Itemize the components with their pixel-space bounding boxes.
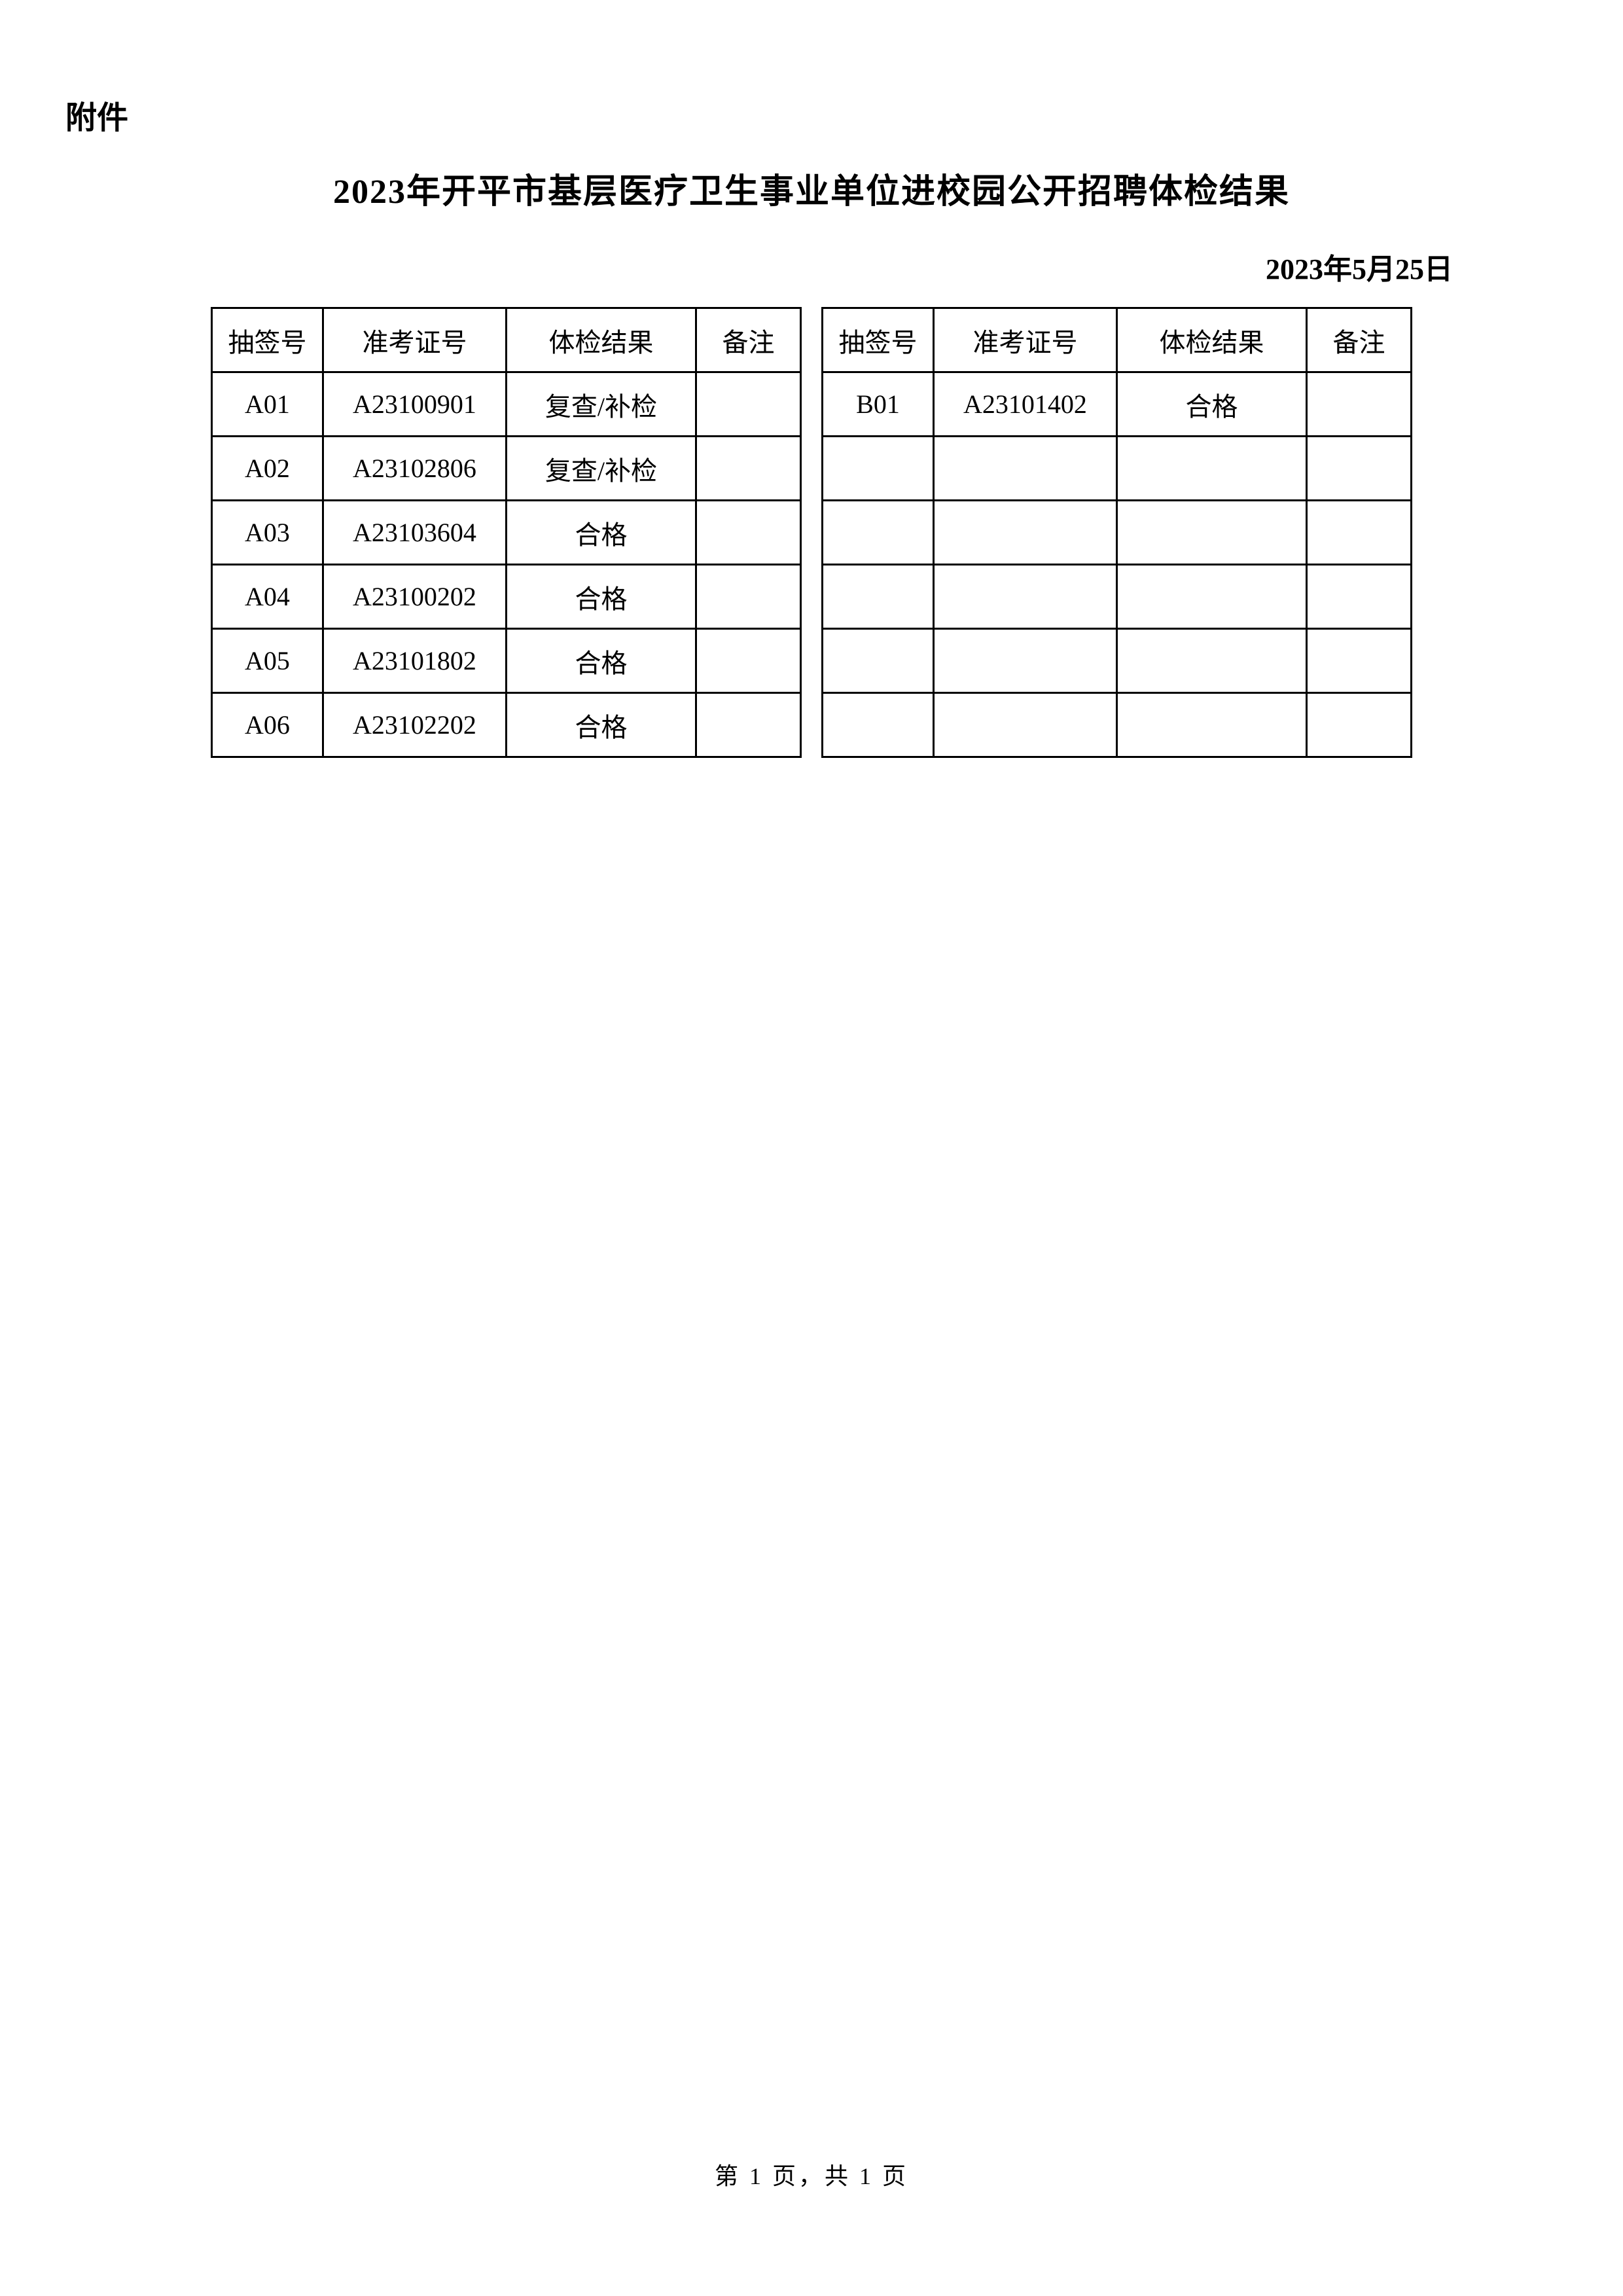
attachment-label: 附件 — [65, 92, 1571, 137]
cell-remark — [696, 629, 801, 693]
header-exam: 准考证号 — [934, 308, 1117, 372]
cell-lot — [823, 437, 934, 501]
cell-remark — [1307, 501, 1412, 565]
table-row — [823, 629, 1412, 693]
cell-exam: A23103604 — [323, 501, 507, 565]
page-footer: 第 1 页，共 1 页 — [0, 2157, 1623, 2191]
cell-remark — [1307, 629, 1412, 693]
header-result: 体检结果 — [507, 308, 696, 372]
cell-result: 合格 — [507, 629, 696, 693]
cell-result: 复查/补检 — [507, 437, 696, 501]
table-row: B01 A23101402 合格 — [823, 372, 1412, 437]
cell-remark — [696, 372, 801, 437]
cell-result — [1117, 437, 1307, 501]
results-table-right: 抽签号 准考证号 体检结果 备注 B01 A23101402 合格 — [821, 307, 1412, 758]
header-exam: 准考证号 — [323, 308, 507, 372]
cell-exam: A23100202 — [323, 565, 507, 629]
cell-remark — [1307, 437, 1412, 501]
cell-lot: A05 — [212, 629, 323, 693]
cell-exam: A23102806 — [323, 437, 507, 501]
cell-result: 复查/补检 — [507, 372, 696, 437]
cell-remark — [696, 437, 801, 501]
cell-lot — [823, 629, 934, 693]
cell-result — [1117, 565, 1307, 629]
cell-exam — [934, 565, 1117, 629]
cell-exam — [934, 693, 1117, 757]
cell-remark — [696, 501, 801, 565]
cell-exam: A23101402 — [934, 372, 1117, 437]
cell-exam: A23102202 — [323, 693, 507, 757]
cell-lot — [823, 565, 934, 629]
cell-remark — [696, 693, 801, 757]
header-remark: 备注 — [1307, 308, 1412, 372]
cell-result: 合格 — [1117, 372, 1307, 437]
cell-exam — [934, 437, 1117, 501]
cell-lot: A03 — [212, 501, 323, 565]
cell-exam: A23100901 — [323, 372, 507, 437]
cell-result — [1117, 693, 1307, 757]
header-result: 体检结果 — [1117, 308, 1307, 372]
cell-remark — [696, 565, 801, 629]
cell-remark — [1307, 372, 1412, 437]
cell-lot: B01 — [823, 372, 934, 437]
table-row — [823, 565, 1412, 629]
table-row: A03 A23103604 合格 — [212, 501, 801, 565]
cell-result — [1117, 501, 1307, 565]
table-row: A01 A23100901 复查/补检 — [212, 372, 801, 437]
header-lot: 抽签号 — [212, 308, 323, 372]
cell-exam: A23101802 — [323, 629, 507, 693]
cell-lot: A01 — [212, 372, 323, 437]
header-remark: 备注 — [696, 308, 801, 372]
cell-result: 合格 — [507, 501, 696, 565]
cell-result: 合格 — [507, 693, 696, 757]
cell-lot: A02 — [212, 437, 323, 501]
cell-remark — [1307, 693, 1412, 757]
table-row — [823, 693, 1412, 757]
table-row — [823, 501, 1412, 565]
table-row: A06 A23102202 合格 — [212, 693, 801, 757]
cell-result — [1117, 629, 1307, 693]
results-table-left: 抽签号 准考证号 体检结果 备注 A01 A23100901 复查/补检 A02… — [211, 307, 802, 758]
cell-lot: A04 — [212, 565, 323, 629]
cell-result: 合格 — [507, 565, 696, 629]
cell-remark — [1307, 565, 1412, 629]
cell-exam — [934, 629, 1117, 693]
header-lot: 抽签号 — [823, 308, 934, 372]
table-row: A02 A23102806 复查/补检 — [212, 437, 801, 501]
document-date: 2023年5月25日 — [52, 245, 1571, 287]
table-header-row: 抽签号 准考证号 体检结果 备注 — [212, 308, 801, 372]
cell-exam — [934, 501, 1117, 565]
table-row — [823, 437, 1412, 501]
table-row: A04 A23100202 合格 — [212, 565, 801, 629]
cell-lot: A06 — [212, 693, 323, 757]
cell-lot — [823, 501, 934, 565]
tables-container: 抽签号 准考证号 体检结果 备注 A01 A23100901 复查/补检 A02… — [52, 307, 1571, 758]
cell-lot — [823, 693, 934, 757]
page-title: 2023年开平市基层医疗卫生事业单位进校园公开招聘体检结果 — [52, 164, 1571, 213]
table-header-row: 抽签号 准考证号 体检结果 备注 — [823, 308, 1412, 372]
table-row: A05 A23101802 合格 — [212, 629, 801, 693]
